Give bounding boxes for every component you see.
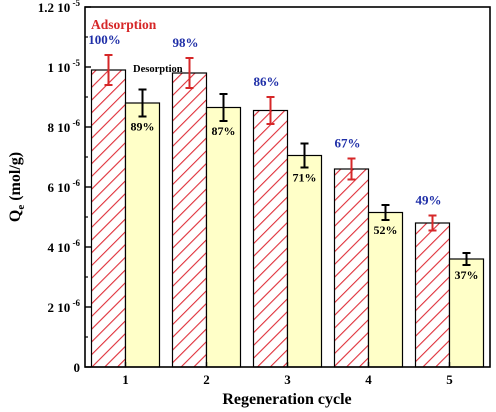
error-desorption-1 bbox=[138, 88, 147, 118]
label-adsorption-3: 86% bbox=[254, 74, 280, 89]
legend-desorption: Desorption bbox=[133, 64, 183, 75]
y-tick-label: 4 10 -6 bbox=[48, 238, 81, 255]
label-adsorption-5: 49% bbox=[416, 193, 442, 208]
y-tick-label: 6 10 -6 bbox=[48, 178, 81, 195]
x-tick-label-3: 3 bbox=[284, 372, 291, 387]
error-desorption-3 bbox=[300, 142, 309, 169]
bar-desorption-4 bbox=[367, 211, 404, 368]
x-axis-label: Regeneration cycle bbox=[222, 391, 351, 408]
error-desorption-4 bbox=[381, 204, 390, 221]
label-adsorption-2: 98% bbox=[173, 35, 199, 50]
bar-adsorption-4 bbox=[333, 168, 370, 368]
legend-adsorption: Adsorption bbox=[91, 17, 157, 32]
label-desorption-4: 52% bbox=[374, 223, 398, 237]
bar-adsorption-1 bbox=[90, 69, 127, 368]
y-tick-label: 0 bbox=[74, 360, 81, 375]
y-axis-label: Qe (mol/g) bbox=[7, 152, 27, 222]
y-tick-label: 1.2 10 -5 bbox=[38, 0, 81, 15]
error-adsorption-1 bbox=[104, 54, 113, 86]
label-adsorption-4: 67% bbox=[335, 136, 361, 151]
legend: Adsorption Desorption bbox=[91, 17, 183, 75]
label-desorption-2: 87% bbox=[212, 124, 236, 138]
bar-desorption-2 bbox=[205, 106, 242, 368]
x-tick-label-2: 2 bbox=[203, 372, 210, 387]
bar-desorption-3 bbox=[286, 154, 323, 368]
error-adsorption-3 bbox=[266, 96, 275, 125]
x-tick-label-4: 4 bbox=[365, 372, 372, 387]
bar-adsorption-5 bbox=[414, 222, 451, 368]
error-desorption-2 bbox=[219, 93, 228, 122]
error-desorption-5 bbox=[462, 252, 471, 266]
y-tick-label: 1 10 -5 bbox=[48, 58, 81, 75]
error-adsorption-5 bbox=[428, 214, 437, 232]
bar-desorption-1 bbox=[124, 102, 161, 368]
x-tick-label-5: 5 bbox=[446, 372, 453, 387]
bar-adsorption-2 bbox=[171, 72, 208, 368]
label-desorption-1: 89% bbox=[131, 120, 155, 134]
bar-adsorption-3 bbox=[252, 109, 289, 368]
bar-desorption-5 bbox=[448, 258, 485, 368]
error-adsorption-4 bbox=[347, 157, 356, 181]
y-tick-label: 8 10 -6 bbox=[48, 118, 81, 135]
y-tick-label: 2 10 -6 bbox=[48, 298, 81, 315]
label-adsorption-1: 100% bbox=[88, 32, 121, 47]
label-desorption-3: 71% bbox=[293, 171, 317, 185]
error-adsorption-2 bbox=[185, 57, 194, 89]
label-desorption-5: 37% bbox=[455, 268, 479, 282]
x-tick-label-1: 1 bbox=[122, 372, 129, 387]
